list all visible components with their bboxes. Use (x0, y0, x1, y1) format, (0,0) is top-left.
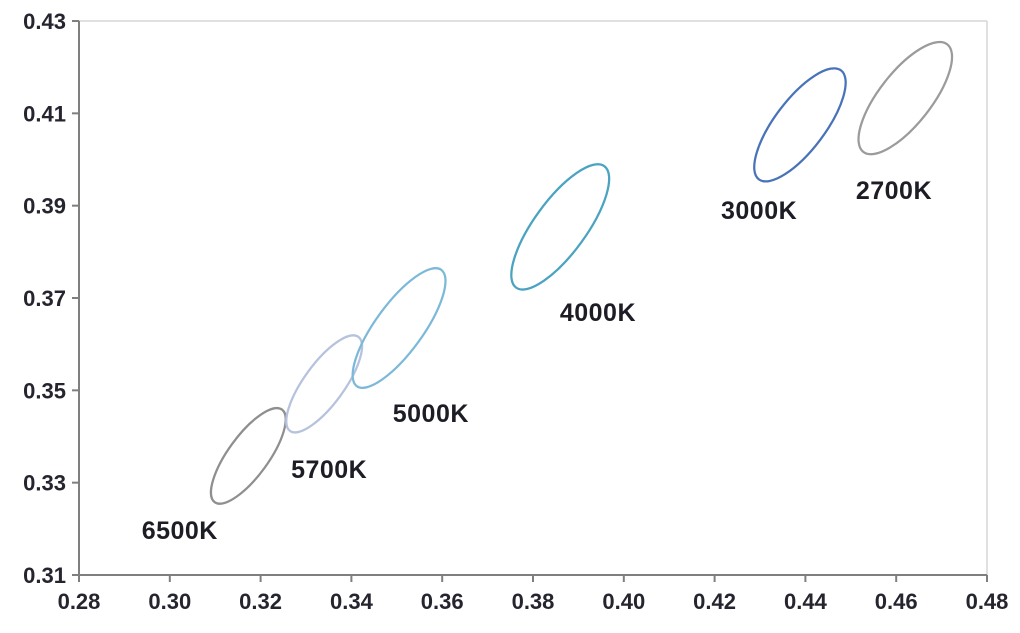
series-label-3000K: 3000K (721, 197, 797, 225)
y-tick-label-0.39: 0.39 (23, 194, 66, 219)
series-labels: 6500K 5700K 5000K 4000K 3000K 2700K (142, 177, 932, 545)
ellipse-series (209, 40, 954, 505)
x-tick-label-0.48: 0.48 (966, 589, 1009, 614)
x-axis-ticks: 0.28 0.30 0.32 0.34 0.36 0.38 0.40 0.42 0.44 0.46… (58, 575, 1009, 614)
ellipse-5700K (285, 334, 364, 434)
axes (73, 21, 987, 582)
x-tick-label-0.34: 0.34 (330, 589, 374, 614)
series-label-5700K: 5700K (291, 456, 367, 484)
x-tick-label-0.46: 0.46 (875, 589, 918, 614)
y-tick-label-0.43: 0.43 (23, 9, 66, 34)
ellipse-6500K (209, 406, 287, 505)
series-label-2700K: 2700K (856, 177, 932, 205)
x-tick-label-0.32: 0.32 (239, 589, 282, 614)
x-tick-label-0.36: 0.36 (421, 589, 464, 614)
x-tick-label-0.38: 0.38 (512, 589, 555, 614)
ellipse-4000K (510, 163, 611, 291)
y-tick-label-0.31: 0.31 (23, 563, 66, 588)
series-label-6500K: 6500K (142, 517, 218, 545)
y-tick-label-0.33: 0.33 (23, 471, 66, 496)
ellipse-5000K (351, 267, 447, 389)
series-label-4000K: 4000K (560, 299, 636, 327)
ellipse-3000K (753, 67, 847, 183)
x-tick-label-0.30: 0.30 (148, 589, 191, 614)
y-axis-ticks: 0.31 0.33 0.35 0.37 0.39 0.41 0.43 (23, 9, 79, 588)
x-tick-label-0.44: 0.44 (784, 589, 828, 614)
x-tick-label-0.28: 0.28 (58, 589, 101, 614)
x-tick-label-0.42: 0.42 (693, 589, 736, 614)
x-tick-label-0.40: 0.40 (602, 589, 645, 614)
y-tick-label-0.37: 0.37 (23, 286, 66, 311)
series-label-5000K: 5000K (393, 400, 469, 428)
y-tick-label-0.35: 0.35 (23, 378, 66, 403)
plot-border (79, 20, 988, 575)
ellipse-2700K (857, 40, 954, 156)
y-tick-label-0.41: 0.41 (23, 101, 66, 126)
